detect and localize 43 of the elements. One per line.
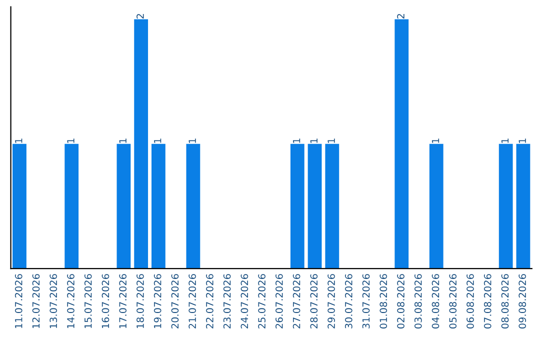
x-tick-label: 01.08.2026 [380,274,388,328]
x-tick-label: 31.07.2026 [362,274,370,328]
data-label: 1 [293,138,300,143]
x-tick-label: 25.07.2026 [258,274,266,328]
x-tick-label: 13.07.2026 [50,274,58,328]
data-label: 1 [15,138,22,143]
x-tick-label: 30.07.2026 [344,274,352,328]
x-tick-label: 17.07.2026 [119,274,127,328]
x-tick-label: 11.07.2026 [14,274,22,328]
x-tick-label: 15.07.2026 [84,274,92,328]
data-label: 1 [119,138,126,143]
x-tick-label: 09.08.2026 [518,274,526,328]
x-tick-label: 23.07.2026 [223,274,231,328]
x-tick-label: 28.07.2026 [310,274,318,328]
x-tick-label: 29.07.2026 [328,274,335,328]
data-label: 1 [67,138,74,143]
data-label: 1 [310,138,318,143]
data-label: 1 [188,138,196,143]
data-label: 1 [518,138,526,143]
x-tick-label: 06.08.2026 [466,274,474,328]
x-tick-label: 14.07.2026 [67,274,74,328]
x-tick-label: 18.07.2026 [136,274,144,328]
x-tick-label: 05.08.2026 [449,274,457,328]
x-tick-label: 20.07.2026 [171,274,179,328]
x-tick-label: 27.07.2026 [292,274,300,328]
x-tick-label: 24.07.2026 [240,274,248,328]
x-tick-label: 07.08.2026 [484,274,492,328]
x-tick-label: 08.08.2026 [501,274,509,328]
data-label: 1 [432,138,440,143]
x-tick-label: 26.07.2026 [276,274,283,328]
data-label: 1 [501,138,509,143]
data-label: 1 [328,138,335,143]
x-tick-label: 04.08.2026 [432,274,440,328]
x-tick-label: 03.08.2026 [414,274,422,328]
x-tick-label: 22.07.2026 [206,274,214,328]
data-label: 2 [136,14,144,19]
x-tick-label: 19.07.2026 [154,274,162,328]
x-tick-label: 16.07.2026 [102,274,110,328]
x-tick-label: 12.07.2026 [32,274,40,328]
x-tick-label: 02.08.2026 [397,274,404,328]
x-tick-label: 21.07.2026 [188,274,196,328]
data-label: 1 [154,138,162,143]
data-label: 2 [397,14,404,19]
